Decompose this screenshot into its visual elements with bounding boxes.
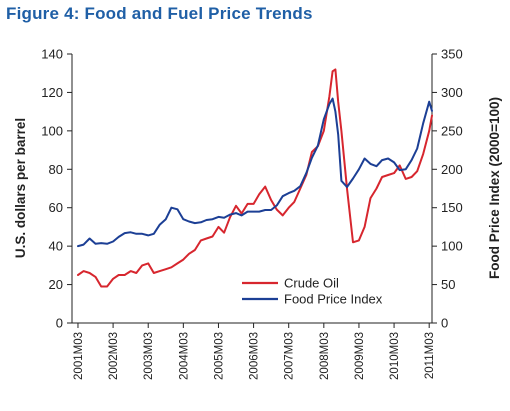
left-tick-label: 20 <box>49 277 63 292</box>
x-tick-label: 2006M03 <box>249 332 261 380</box>
left-axis-title: U.S. dollars per barrel <box>13 118 28 258</box>
left-tick-label: 100 <box>41 123 63 138</box>
series-layer <box>77 68 433 288</box>
x-tick-label: 2010M03 <box>389 332 401 380</box>
x-tick-label: 2004M03 <box>178 332 190 380</box>
x-tick-label: 2002M03 <box>108 332 120 380</box>
left-tick-label: 40 <box>49 239 63 254</box>
right-tick-label: 150 <box>441 200 463 215</box>
right-tick-label: 50 <box>441 277 455 292</box>
right-tick-label: 200 <box>441 162 463 177</box>
x-tick-label: 2005M03 <box>213 332 225 380</box>
right-tick-label: 300 <box>441 85 463 100</box>
right-y-ticks: 0 50 100 150 200 250 300 350 <box>432 47 463 331</box>
series-line-food-price-index <box>77 97 433 248</box>
right-tick-label: 350 <box>441 47 463 62</box>
right-tick-label: 0 <box>441 316 448 331</box>
x-tick-label: 2011M03 <box>424 332 436 379</box>
right-axis-title: Food Price Index (2000=100) <box>487 97 502 279</box>
right-tick-label: 100 <box>441 239 463 254</box>
x-tick-label: 2008M03 <box>319 332 331 380</box>
left-tick-label: 0 <box>56 316 63 331</box>
x-ticks: 2001M03 2002M03 2003M03 2004M03 2005M03 2006M… <box>73 323 436 380</box>
x-tick-label: 2007M03 <box>284 332 296 380</box>
left-tick-label: 140 <box>41 47 63 62</box>
x-tick-label: 2003M03 <box>143 332 155 380</box>
x-tick-label: 2001M03 <box>73 332 85 380</box>
x-tick-label: 2009M03 <box>354 332 366 380</box>
left-tick-label: 120 <box>41 85 63 100</box>
legend-label-crude-oil: Crude Oil <box>284 276 339 291</box>
plot-axes <box>71 54 433 324</box>
left-tick-label: 80 <box>49 162 63 177</box>
left-y-ticks: 0 20 40 60 80 100 120 140 <box>41 47 72 331</box>
series-line-crude-oil <box>77 68 433 288</box>
right-tick-label: 250 <box>441 123 463 138</box>
figure-title: Figure 4: Food and Fuel Price Trends <box>6 4 313 23</box>
left-tick-label: 60 <box>49 200 63 215</box>
legend-label-food-price-index: Food Price Index <box>284 292 383 307</box>
